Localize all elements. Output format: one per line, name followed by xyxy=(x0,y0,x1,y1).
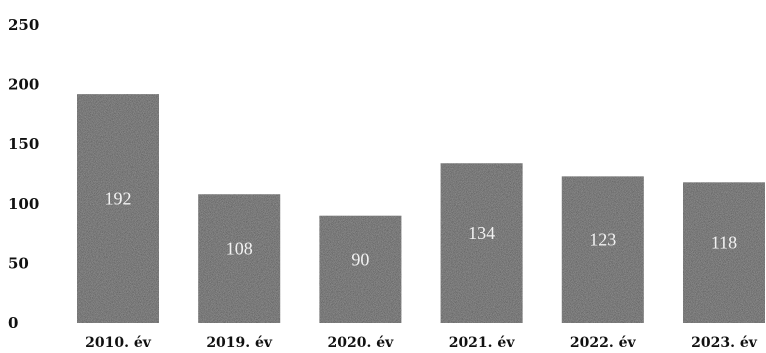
x-axis-labels: 2010. év 2019. év 2020. év 2021. év 2022. év… xyxy=(85,335,758,351)
bar xyxy=(561,176,644,323)
bar xyxy=(77,94,159,323)
y-tick-label: 250 xyxy=(8,16,39,34)
y-tick-label: 150 xyxy=(8,135,39,153)
bar-value-label: 90 xyxy=(351,249,369,269)
y-tick-label: 50 xyxy=(8,254,29,272)
bar-value-label: 123 xyxy=(589,230,616,250)
y-tick-label: 200 xyxy=(8,76,39,94)
bar-value-label: 134 xyxy=(468,223,495,243)
x-tick-label: 2020. év xyxy=(328,335,395,351)
y-tick-label: 100 xyxy=(8,195,39,213)
bars: 192 108 90 134 123 118 xyxy=(77,94,765,323)
bar-value-label: 108 xyxy=(226,239,253,259)
bar xyxy=(198,194,281,323)
bar xyxy=(440,163,523,323)
bar-value-label: 192 xyxy=(105,189,132,209)
x-tick-label: 2023. év xyxy=(691,335,758,351)
bar xyxy=(319,215,402,323)
y-axis-ticks: 0 50 100 150 200 250 xyxy=(8,16,39,332)
y-tick-label: 0 xyxy=(8,314,18,332)
x-tick-label: 2010. év xyxy=(85,335,152,351)
x-tick-label: 2019. év xyxy=(206,335,273,351)
bar xyxy=(683,182,765,323)
x-tick-label: 2021. év xyxy=(449,335,516,351)
x-tick-label: 2022. év xyxy=(570,335,637,351)
bar-value-label: 118 xyxy=(711,233,737,253)
